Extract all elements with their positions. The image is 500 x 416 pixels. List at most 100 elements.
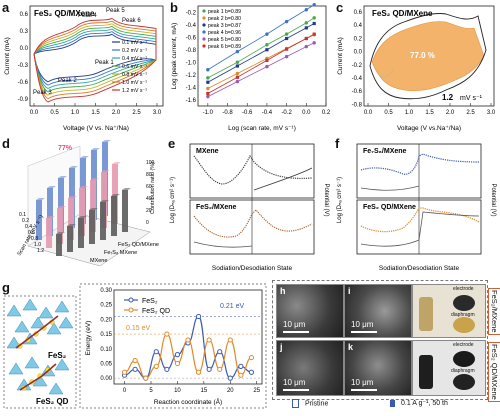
- data-point: [238, 363, 244, 369]
- x-tick-label: 10: [174, 388, 181, 394]
- pristine-icon: [292, 399, 299, 408]
- legend-entry: FeS₂: [142, 298, 158, 305]
- peak-label-6: Peak 6: [122, 18, 141, 24]
- legend-swatch: [202, 9, 206, 13]
- bar-top: [68, 196, 77, 198]
- data-point: [174, 360, 181, 367]
- panel-d: d 100 80 60 40 20 0 0.1 0.2 0.4 0.6 0.8 1.0 1.2 77% …: [0, 136, 166, 276]
- x-axis-label: Sodiation/Desodiation State: [212, 265, 293, 272]
- y-tick-label: -0.8: [352, 102, 363, 108]
- qd-diffusion: [360, 207, 480, 233]
- legend-marker: [128, 307, 134, 313]
- data-point: [132, 366, 138, 372]
- scale-bar: [351, 389, 377, 391]
- data-point: [304, 26, 308, 30]
- x-tick-label: -1.0: [203, 110, 214, 116]
- data-point: [265, 43, 269, 47]
- data-point: [265, 32, 269, 36]
- z-tick-label: 40: [146, 196, 152, 202]
- legend-entry: peak 2 b=0.80: [208, 16, 241, 22]
- mxene-potential: [253, 167, 313, 191]
- bar-top: [78, 216, 87, 218]
- data-point: [238, 372, 244, 378]
- legend-pristine: Pristine: [292, 399, 328, 408]
- data-point: [284, 32, 289, 36]
- y-tick-label: 0.0: [20, 46, 29, 52]
- data-point: [312, 21, 316, 26]
- y-tick-label: -0.8: [186, 48, 197, 54]
- x-tick-label: 1.2: [37, 248, 44, 254]
- panel-a: a FeS₂ QD/MXene Peak 1 Peak 2 Peak 3 Pea…: [0, 0, 168, 135]
- fe7s8-potential: [360, 185, 420, 191]
- data-point: [217, 349, 223, 355]
- data-point: [304, 44, 309, 49]
- data-point: [206, 80, 210, 84]
- bar-3d: [58, 178, 64, 232]
- panel-label-e: e: [168, 136, 176, 151]
- diaphragm-label: diaphragm: [451, 312, 475, 318]
- y-tick-label: 0.30: [100, 288, 112, 294]
- peak-label-5: Peak 5: [106, 8, 125, 14]
- data-point: [227, 375, 233, 381]
- legend-entry: 0.1 mV s⁻¹: [122, 40, 147, 46]
- legend-swatch: [202, 16, 206, 20]
- data-point: [235, 49, 240, 54]
- polyhedron: [46, 322, 62, 335]
- z-tick-label: 80: [146, 172, 152, 178]
- polyhedron: [48, 382, 64, 395]
- x-tick-label: 2.0: [112, 110, 121, 116]
- subplot-title-top: MXene: [196, 148, 219, 155]
- data-point: [235, 60, 240, 64]
- x-tick-label: 2.5: [132, 110, 141, 116]
- side-label-top: FeS₂/MXene: [488, 288, 500, 335]
- x-tick-label: 0.0: [30, 110, 39, 116]
- cycled-icon: [390, 399, 395, 407]
- scale-text: 10 μm: [351, 320, 374, 329]
- polyhedron: [54, 300, 70, 313]
- data-point: [235, 79, 240, 84]
- bar-top: [67, 224, 76, 226]
- bar-top: [102, 140, 111, 142]
- bar-top: [69, 166, 78, 168]
- x-tick-label: 0.5: [50, 110, 59, 116]
- y-axis-label: Log (Dₙₐ cm² s⁻¹): [170, 177, 176, 223]
- photo-bottom: electrode diaphragm: [412, 340, 486, 396]
- migration-path-top: [15, 315, 59, 349]
- mxene-diffusion: [193, 154, 313, 185]
- legend-entry: 0.8 mV s⁻¹: [122, 72, 147, 78]
- x-tick-label: -0.8: [222, 110, 233, 116]
- scale-bar: [283, 331, 309, 333]
- scale-bar: [283, 389, 309, 391]
- data-point: [195, 369, 202, 375]
- x-tick-label: 25: [253, 388, 260, 394]
- polyhedron: [58, 316, 74, 329]
- y-tick-label: 0.25: [100, 303, 112, 309]
- x-tick-label: 5: [149, 388, 153, 394]
- bar-top: [57, 206, 66, 208]
- bar-3d: [89, 210, 95, 244]
- y-tick-label: 0.0: [354, 50, 363, 56]
- x-tick-label: 0.0: [364, 110, 373, 116]
- x-tick-label: 0.1: [19, 212, 26, 218]
- x-tick-label: 0.6: [28, 230, 35, 236]
- x-tick-label: 0.2: [22, 218, 29, 224]
- sem-group: h 10 μm i 10 μm electrode diaphragm j 10…: [272, 280, 500, 411]
- polyhedron: [6, 304, 22, 317]
- diffusion-chart-e: MXene FeS₂/MXene Sodiation/Desodiation S…: [170, 143, 329, 272]
- peak-label-4: Peak 4: [78, 13, 97, 19]
- sem-label-j: j: [280, 342, 283, 352]
- legend-swatch: [202, 37, 206, 41]
- bar-top: [111, 194, 120, 196]
- x-tick-label: 0.5: [384, 110, 393, 116]
- data-point: [206, 86, 210, 91]
- x-tick-label: 20: [227, 388, 234, 394]
- subplot-title-bottom: FeS₂ QD/MXene: [363, 204, 416, 211]
- polyhedron: [30, 316, 46, 329]
- bar-top: [90, 178, 99, 180]
- panel-c: c FeS₂ QD/MXene 77.0 % 1.2 mV s⁻¹ 0.0 0.5…: [334, 0, 500, 135]
- percent-label: 77.0 %: [410, 51, 435, 60]
- diaphragm-photo: [453, 374, 475, 390]
- chart-title: FeS₂ QD/MXene: [34, 9, 95, 18]
- data-point: [248, 369, 255, 375]
- data-point: [285, 36, 289, 41]
